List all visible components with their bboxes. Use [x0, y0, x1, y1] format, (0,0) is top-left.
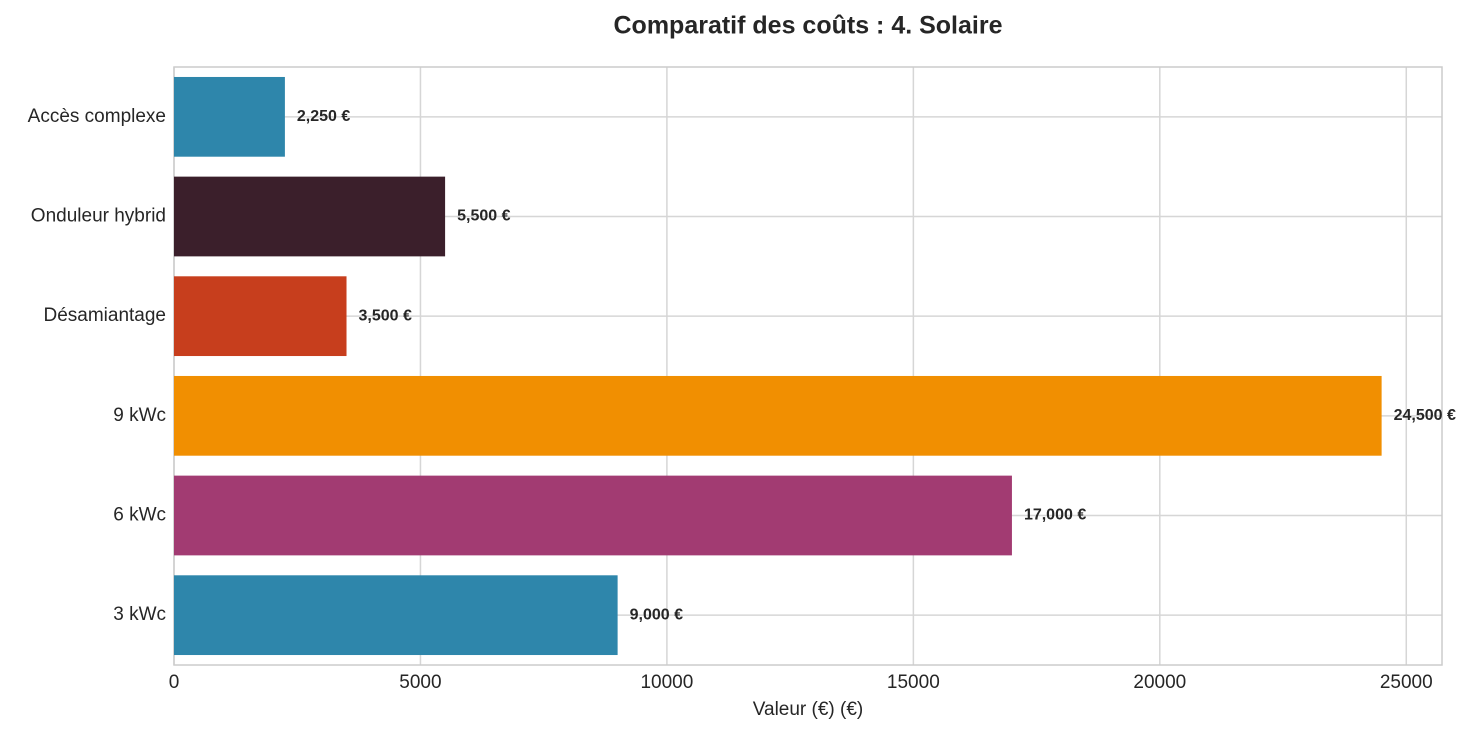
y-tick-label: Onduleur hybrid [31, 206, 166, 227]
value-label: 2,250 € [297, 108, 350, 125]
bar [174, 375, 1382, 456]
value-label: 24,500 € [1394, 407, 1456, 424]
bar [174, 276, 347, 357]
value-label: 5,500 € [457, 208, 510, 225]
chart-title: Comparatif des coûts : 4. Solaire [614, 12, 1003, 40]
y-tick-label: 6 kWc [113, 505, 166, 526]
bar [174, 76, 285, 157]
x-tick-label: 15000 [887, 672, 940, 693]
x-axis-label: Valeur (€) (€) [753, 699, 864, 720]
bar [174, 475, 1012, 556]
value-label: 9,000 € [630, 606, 683, 623]
y-tick-label: Accès complexe [28, 106, 166, 127]
plot-frame [173, 66, 1443, 666]
x-tick-label: 5000 [399, 672, 441, 693]
x-tick-label: 10000 [640, 672, 693, 693]
x-tick-label: 25000 [1380, 672, 1433, 693]
y-tick-label: Désamiantage [43, 305, 166, 326]
y-tick-label: 9 kWc [113, 405, 166, 426]
x-tick-label: 0 [169, 672, 180, 693]
y-tick-label: 3 kWc [113, 604, 166, 625]
value-label: 17,000 € [1024, 507, 1086, 524]
bar [174, 176, 446, 257]
value-label: 3,500 € [359, 307, 412, 324]
bar [174, 575, 618, 656]
x-tick-label: 20000 [1133, 672, 1186, 693]
